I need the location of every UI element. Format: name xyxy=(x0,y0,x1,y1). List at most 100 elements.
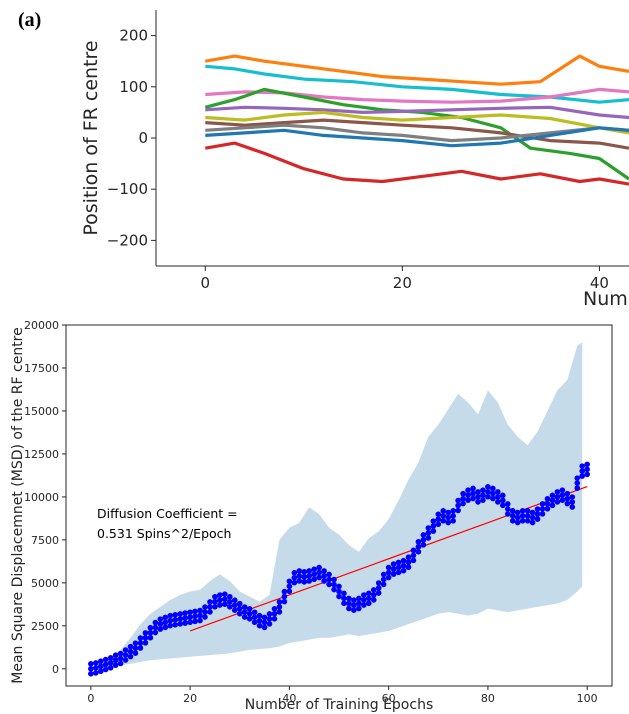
chart-b-point xyxy=(534,511,541,517)
chart-b-point xyxy=(207,604,213,610)
chart-b-point xyxy=(465,492,471,498)
chart-b-point xyxy=(306,573,313,579)
chart-b-point xyxy=(509,508,516,514)
chart-b-point xyxy=(137,640,144,646)
chart-b-point xyxy=(450,518,456,524)
chart-b-point xyxy=(390,561,397,567)
chart-b-point xyxy=(564,490,571,497)
chart-b-point xyxy=(117,655,124,662)
chart-b-x-tick-label: 40 xyxy=(282,692,296,705)
chart-b-point xyxy=(122,657,129,663)
chart-b-point xyxy=(241,609,248,615)
chart-b-point xyxy=(286,588,293,595)
chart-b-x-axis-label: Number of Training Epochs xyxy=(245,697,434,713)
chart-b-point xyxy=(246,606,253,612)
chart-b-point xyxy=(231,602,238,609)
chart-a-series-line-6 xyxy=(205,110,629,135)
chart-b-point xyxy=(217,597,223,603)
chart-b-point xyxy=(326,571,332,578)
chart-b-point xyxy=(341,595,347,602)
chart-b-point xyxy=(495,494,501,500)
chart-b-point xyxy=(574,475,581,481)
chart-b-point xyxy=(212,598,218,605)
chart-b-point xyxy=(480,497,486,503)
chart-b-point xyxy=(271,616,278,622)
chart-b-point xyxy=(167,612,174,619)
chart-b-x-tick-label: 20 xyxy=(183,692,197,705)
chart-b-point xyxy=(127,653,134,660)
chart-b-point xyxy=(455,497,461,504)
chart-b-point xyxy=(137,635,144,641)
chart-b-point xyxy=(579,473,586,479)
chart-b-point xyxy=(306,568,313,574)
chart-b-point xyxy=(172,617,178,623)
chart-b-point xyxy=(500,492,506,499)
chart-b-point xyxy=(187,619,193,626)
chart-b-point xyxy=(529,514,536,521)
chart-a-series-line-9 xyxy=(205,126,629,148)
chart-b-point xyxy=(430,518,437,524)
chart-b-point xyxy=(440,513,447,519)
chart-b-point xyxy=(465,487,471,493)
chart-b-point xyxy=(400,567,407,574)
chart-b-point xyxy=(579,463,586,469)
chart-b-point xyxy=(539,511,546,517)
chart-b-point xyxy=(117,650,124,657)
chart-b-point xyxy=(177,611,183,617)
chart-b-point xyxy=(261,624,268,631)
chart-b-point xyxy=(88,661,94,667)
chart-b-point xyxy=(281,598,288,605)
chart-b-point xyxy=(261,614,268,621)
chart-b-point xyxy=(361,592,367,598)
chart-b-point xyxy=(97,668,104,675)
chart-b-point xyxy=(256,612,263,619)
chart-b-point xyxy=(102,661,109,668)
chart-b-point xyxy=(440,508,447,514)
chart-b-point xyxy=(495,499,501,505)
chart-b-point xyxy=(365,590,372,597)
chart-b-point xyxy=(202,609,208,615)
chart-b-x-tick-label: 0 xyxy=(87,692,94,705)
chart-b-point xyxy=(524,508,531,514)
chart-b-point xyxy=(365,600,372,607)
chart-a-y-tick-label: 100 xyxy=(119,78,148,96)
chart-b-point xyxy=(301,574,308,580)
chart-b-point xyxy=(162,614,169,621)
chart-b-point xyxy=(321,568,327,574)
chart-b-point xyxy=(92,660,99,666)
chart-b-point xyxy=(251,619,258,626)
chart-b-point xyxy=(227,603,233,610)
chart-b-confidence-band xyxy=(90,342,583,669)
chart-b-point xyxy=(351,597,357,604)
chart-b-point xyxy=(236,600,243,607)
chart-b-y-tick-label: 17500 xyxy=(24,362,59,375)
chart-b-point xyxy=(440,518,447,524)
chart-b-point xyxy=(256,617,263,624)
chart-b-y-tick-label: 5000 xyxy=(31,577,59,590)
chart-b-point xyxy=(380,571,387,578)
chart-b-point xyxy=(256,622,263,629)
chart-b-point xyxy=(450,508,456,514)
chart-b-point xyxy=(132,650,139,656)
chart-b-point xyxy=(554,499,561,505)
chart-b-point xyxy=(509,513,516,519)
chart-b-point xyxy=(316,564,322,571)
chart-b-point xyxy=(261,619,268,626)
chart-b-point xyxy=(117,660,124,667)
chart-b-point xyxy=(251,614,258,621)
chart-b-point xyxy=(142,640,149,646)
chart-b-point xyxy=(236,605,243,612)
chart-b-point xyxy=(460,500,466,507)
chart-b-point xyxy=(202,604,208,610)
chart-b-point xyxy=(286,583,293,590)
chart-b-point xyxy=(187,614,193,621)
chart-b-point xyxy=(197,607,203,614)
chart-b-point xyxy=(584,461,590,468)
chart-a-y-tick-label: 0 xyxy=(138,129,148,147)
chart-b-point xyxy=(370,597,377,603)
chart-b-point xyxy=(435,516,442,523)
chart-b-point xyxy=(375,585,382,591)
chart-b-point xyxy=(365,595,372,602)
chart-b-point xyxy=(177,616,183,622)
chart-b-point xyxy=(430,528,437,534)
